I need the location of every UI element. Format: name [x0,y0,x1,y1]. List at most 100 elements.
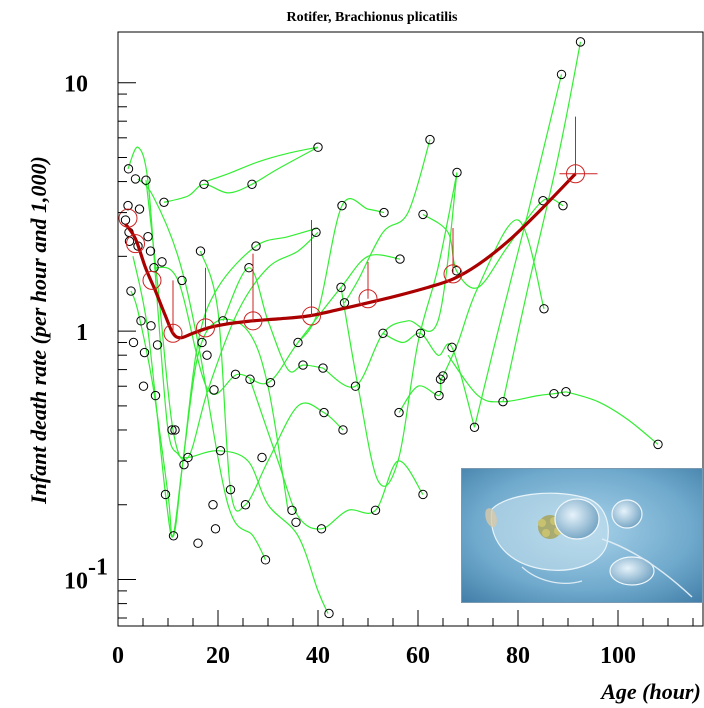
data-point [143,231,153,242]
x-tick-label: 100 [600,643,636,669]
data-point [225,484,236,495]
data-point [394,407,404,418]
individual-curve [127,146,329,614]
data-point [319,407,329,418]
data-point [549,388,559,399]
data-point [210,524,221,534]
data-point [350,381,361,391]
data-point [257,452,267,463]
y-tick-label: 1 [76,320,88,346]
data-point [265,377,276,388]
individual-curve [322,172,458,388]
data-point [139,347,150,358]
data-point [438,371,448,381]
rotifer-image [462,469,702,602]
individual-curve [502,41,582,402]
data-point [336,282,346,293]
data-point [434,390,444,401]
data-point [126,286,136,296]
data-point [452,167,462,178]
y-tick-label: 10 [64,72,88,98]
data-point [199,179,209,189]
individual-curve [297,198,385,343]
data-point [287,505,297,515]
plot-frame [117,31,704,627]
data-point [157,257,167,267]
data-point [183,452,193,463]
data-point [293,337,303,348]
data-point [324,608,334,619]
data-point [395,254,405,264]
data-point [318,363,328,373]
data-point [167,425,177,435]
data-point [128,337,139,348]
data-point [123,164,134,174]
data-point [370,505,381,515]
individual-curve [340,172,458,487]
data-point [260,555,271,565]
individual-curve [205,146,319,183]
mean-marker [196,318,215,338]
data-point [447,342,457,353]
data-point [556,69,567,80]
data-point [202,350,212,360]
individual-curve [565,391,659,445]
data-point [298,360,308,370]
data-point [539,304,549,314]
individual-curve [222,267,324,373]
individual-curve [473,74,563,428]
data-point [311,227,321,237]
data-point [150,390,161,401]
data-point [152,340,163,350]
data-point [130,174,141,184]
mean-curve [124,172,577,340]
x-tick-label: 60 [406,643,430,669]
data-point [418,489,428,500]
data-points [120,37,663,619]
individual-curve [199,250,344,512]
data-point [136,316,146,326]
individual-curve [398,219,545,413]
individual-curve [137,178,267,561]
data-point [451,266,462,276]
data-point [141,175,151,185]
individual-curve [382,332,476,428]
data-point [197,337,207,348]
x-tick-label: 80 [506,643,530,669]
data-point [653,439,663,450]
individual-curve [249,379,424,530]
individual-curve [447,354,567,403]
data-point [469,422,480,433]
data-point [168,531,179,541]
data-point [378,328,388,338]
data-point [159,197,169,208]
data-point [245,374,255,384]
x-tick-label: 20 [206,643,230,669]
data-point [209,385,219,395]
mean-marker [302,306,321,326]
data-point [177,275,187,286]
data-point [160,489,171,500]
data-point [179,459,189,470]
data-point [558,200,568,211]
data-point [435,374,446,384]
data-point [418,209,428,220]
mean-marker [443,264,463,284]
x-tick-label: 0 [112,643,124,669]
data-point [215,446,226,456]
x-tick-label: 40 [306,643,330,669]
mean-marker [118,208,138,228]
data-point [145,246,156,256]
data-point [313,142,323,152]
chart-title: Rotifer, Brachionus plicatilis [287,10,459,25]
individual-curve [163,146,319,203]
mean-marker [243,311,263,331]
data-point [134,204,145,214]
data-point [208,500,218,510]
individual-curve [132,227,319,538]
individual-curve [422,197,564,289]
data-point [170,425,180,435]
